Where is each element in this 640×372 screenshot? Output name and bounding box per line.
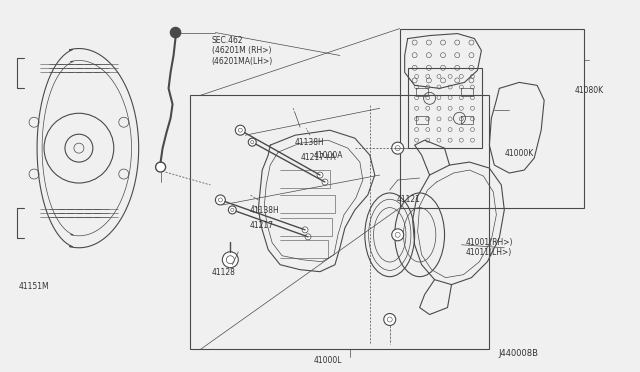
Bar xyxy=(400,29,584,208)
Text: 41121: 41121 xyxy=(397,195,420,204)
Text: 41138H: 41138H xyxy=(250,206,280,215)
Circle shape xyxy=(305,234,311,240)
Text: J440008B: J440008B xyxy=(499,349,538,358)
Circle shape xyxy=(222,252,238,268)
Circle shape xyxy=(302,227,308,233)
Circle shape xyxy=(236,125,245,135)
Circle shape xyxy=(392,229,404,241)
Circle shape xyxy=(216,195,225,205)
Circle shape xyxy=(228,206,236,214)
Text: 41138H: 41138H xyxy=(294,138,324,147)
Circle shape xyxy=(384,314,396,326)
Text: 41000A: 41000A xyxy=(314,151,343,160)
Circle shape xyxy=(317,172,323,178)
Circle shape xyxy=(248,138,256,146)
Circle shape xyxy=(156,162,166,172)
Circle shape xyxy=(392,142,404,154)
Text: 41080K: 41080K xyxy=(575,86,604,95)
Bar xyxy=(408,68,483,148)
Text: 41001(RH>)
41011(LH>): 41001(RH>) 41011(LH>) xyxy=(465,238,513,257)
Text: 41217: 41217 xyxy=(250,221,274,230)
Text: 41217+A: 41217+A xyxy=(301,153,337,162)
Text: SEC.462
(46201M (RH>)
(46201MA(LH>): SEC.462 (46201M (RH>) (46201MA(LH>) xyxy=(212,36,273,66)
Text: 41000K: 41000K xyxy=(505,149,534,158)
Circle shape xyxy=(322,179,328,185)
Text: 41000L: 41000L xyxy=(314,356,342,365)
Circle shape xyxy=(171,28,180,38)
Bar xyxy=(191,95,490,349)
Text: 41151M: 41151M xyxy=(19,282,50,291)
Text: 41128: 41128 xyxy=(212,267,236,276)
